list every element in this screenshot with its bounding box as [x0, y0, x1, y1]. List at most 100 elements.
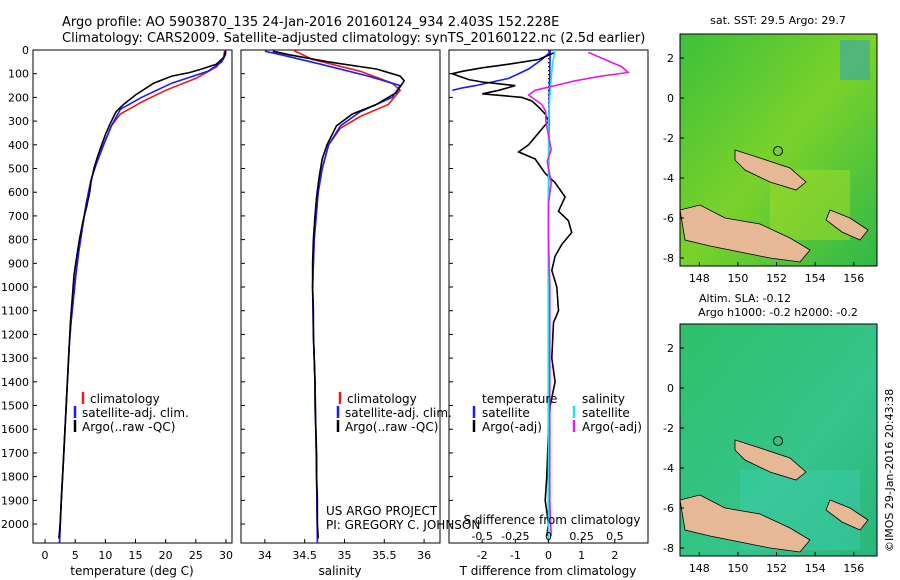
argo-float-marker: [773, 146, 783, 156]
x-tick-label: 2: [611, 549, 618, 562]
map-x-tick-label: 152: [766, 272, 787, 285]
depth-tick-label: 100: [8, 68, 29, 81]
legend-header-temperature: temperature: [482, 392, 557, 406]
x-tick-label: 34: [258, 549, 272, 562]
depth-tick-label: 600: [8, 186, 29, 199]
land-islands: [825, 499, 869, 531]
map-y-tick-label: 0: [667, 92, 674, 105]
map-y-tick-label: -4: [663, 172, 674, 185]
x2-tick-label: 0.25: [569, 530, 594, 543]
legend-label-satellite: satellite-adj. clim.: [82, 406, 189, 420]
depth-tick-label: 2000: [1, 518, 29, 531]
series-line-climatology: [292, 49, 402, 544]
map-y-tick-label: 2: [667, 52, 674, 65]
map-y-tick-label: -6: [663, 502, 674, 515]
depth-tick-label: 1600: [1, 423, 29, 436]
map-y-tick-label: -4: [663, 462, 674, 475]
legend-label-argo: Argo(..raw -QC): [82, 420, 175, 434]
map-x-tick-label: 150: [727, 562, 748, 575]
depth-tick-label: 1100: [1, 305, 29, 318]
series-line-s-argo-adj-: [527, 51, 630, 536]
map-y-tick-label: 2: [667, 342, 674, 355]
depth-tick-label: 1200: [1, 328, 29, 341]
title-line-2: Climatology: CARS2009. Satellite-adjuste…: [62, 31, 645, 46]
series-line-t-argo-adj-: [449, 51, 573, 537]
difference-plot: -2 -1 0 1 2 -0.5 -0.25 0 0.25 0.5: [449, 49, 630, 562]
land-new-britain: [734, 439, 807, 481]
x-tick-label: 0: [545, 549, 552, 562]
sst-cool-patch: [840, 40, 870, 80]
x-tick-label: 20: [159, 549, 173, 562]
sst-map-axes: 148 150 152 154 156 2 0 -2 -4 -6 -8: [663, 52, 864, 285]
x2-tick-label: 0.5: [606, 530, 624, 543]
legend-label-argo: Argo(..raw -QC): [345, 420, 438, 434]
map-x-tick-label: 152: [766, 562, 787, 575]
depth-tick-label: 400: [8, 139, 29, 152]
series-line-argo-raw-qc-: [272, 50, 406, 539]
sla-map-axes: 148 150 152 154 156 2 0 -2 -4 -6 -8: [663, 342, 864, 575]
x-tick-label: 34.5: [292, 549, 317, 562]
series-line-satellite-adj-clim-: [58, 49, 227, 544]
land-new-britain: [734, 149, 807, 191]
sla-map-title-2: Argo h1000: -0.2 h2000: -0.2: [698, 306, 858, 319]
t-difference-xlabel: T difference from climatology: [459, 564, 637, 578]
map-y-tick-label: -6: [663, 212, 674, 225]
land-new-guinea: [680, 204, 811, 263]
imos-watermark: ©IMOS 29-Jan-2016 20:43:38: [883, 389, 896, 552]
s-difference-label: S difference from climatology: [464, 513, 641, 527]
temperature-legend: climatology satellite-adj. clim. Argo(..…: [73, 392, 189, 434]
x-tick-label: -2: [477, 549, 488, 562]
series-line-satellite-adj-clim-: [264, 50, 402, 544]
legend-label-s-satellite: satellite: [582, 406, 630, 420]
depth-tick-label: 1000: [1, 281, 29, 294]
map-y-tick-label: -8: [663, 252, 674, 265]
legend-header-salinity: salinity: [582, 392, 625, 406]
argo-float-marker: [773, 436, 783, 446]
salinity-plot-frame: [240, 49, 441, 544]
depth-tick-label: 0: [22, 44, 29, 57]
map-x-tick-label: 148: [689, 562, 710, 575]
x-tick-label: 36: [417, 549, 431, 562]
depth-tick-label: 300: [8, 115, 29, 128]
legend-label-s-argo: Argo(-adj): [582, 420, 642, 434]
map-x-tick-label: 156: [843, 272, 864, 285]
difference-legend: temperature salinity satellite Argo(-adj…: [472, 392, 642, 434]
x-tick-label: 1: [578, 549, 585, 562]
legend-label-satellite: satellite-adj. clim.: [345, 406, 452, 420]
map-x-tick-label: 156: [843, 562, 864, 575]
x-tick-label: 30: [219, 549, 233, 562]
map-x-tick-label: 154: [805, 562, 826, 575]
series-line-argo-raw-qc-: [58, 51, 227, 539]
depth-tick-label: 1500: [1, 400, 29, 413]
land-islands: [825, 209, 869, 241]
depth-tick-label: 700: [8, 210, 29, 223]
sla-map: [680, 324, 877, 556]
temperature-xlabel: temperature (deg C): [70, 564, 193, 578]
x2-tick-label: -0.5: [471, 530, 492, 543]
depth-axis: 0 100 200 300 400 500 600 700 800 900 1000 1100 1200…: [1, 44, 453, 531]
salinity-legend: climatology satellite-adj. clim. Argo(..…: [336, 392, 452, 434]
map-x-tick-label: 150: [727, 272, 748, 285]
depth-tick-label: 900: [8, 257, 29, 270]
depth-tick-label: 1700: [1, 447, 29, 460]
temperature-plot: 0 5 10 15 20 25 30: [42, 49, 233, 562]
legend-label-climatology: climatology: [347, 392, 417, 406]
sst-map: [680, 34, 877, 266]
x-tick-label: 25: [189, 549, 203, 562]
depth-tick-label: 1900: [1, 494, 29, 507]
map-x-tick-label: 154: [805, 272, 826, 285]
depth-tick-label: 800: [8, 234, 29, 247]
x2-tick-label: 0: [545, 530, 552, 543]
sla-map-frame: [679, 323, 878, 557]
sla-map-title-1: Altim. SLA: -0.12: [699, 292, 791, 305]
salinity-plot: 34 34.5 35 35.5 36: [258, 49, 431, 562]
project-credit: US ARGO PROJECT: [326, 504, 438, 518]
x-tick-label: 0: [42, 549, 49, 562]
depth-tick-label: 1300: [1, 352, 29, 365]
series-line-t-satellite: [452, 49, 551, 543]
depth-tick-label: 500: [8, 163, 29, 176]
depth-tick-label: 200: [8, 91, 29, 104]
land-new-guinea: [680, 494, 811, 553]
map-y-tick-label: 0: [667, 382, 674, 395]
